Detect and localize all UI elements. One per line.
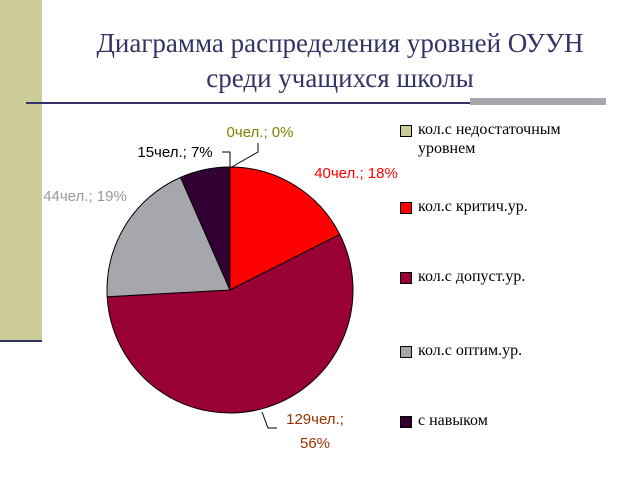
- legend-swatch: [400, 416, 412, 428]
- data-label: 15чел.; 7%: [137, 144, 213, 161]
- leader-line: [222, 151, 231, 168]
- side-bar: [0, 0, 42, 340]
- leader-line: [229, 143, 259, 169]
- pie-slice: [106, 176, 231, 298]
- legend-swatch: [400, 202, 412, 214]
- data-label: 44чел.; 19%: [43, 188, 127, 205]
- pie-slice: [106, 233, 354, 414]
- pie-slice: [179, 166, 231, 291]
- title-rule-accent: [470, 98, 606, 105]
- pie: [106, 166, 354, 414]
- legend-swatch: [400, 272, 412, 284]
- legend-swatch: [400, 346, 412, 358]
- legend-swatch: [400, 125, 412, 137]
- pie-slice: [229, 166, 341, 291]
- legend-label: кол.с оптим.ур.: [418, 342, 523, 359]
- legend-label: кол.с недостаточным уровнем: [418, 121, 561, 157]
- legend-label: кол.с критич.ур.: [418, 198, 528, 215]
- legend-label: кол.с допуст.ур.: [418, 268, 526, 285]
- data-label: 40чел.; 18%: [314, 165, 398, 182]
- leader-line: [261, 411, 277, 429]
- data-label: 0чел.; 0%: [226, 124, 294, 141]
- data-label: 129чел.; 56%: [286, 411, 344, 452]
- legend-label: с навыком: [418, 412, 488, 429]
- chart-title: Диаграмма распределения уровней ОУУН сре…: [96, 28, 584, 93]
